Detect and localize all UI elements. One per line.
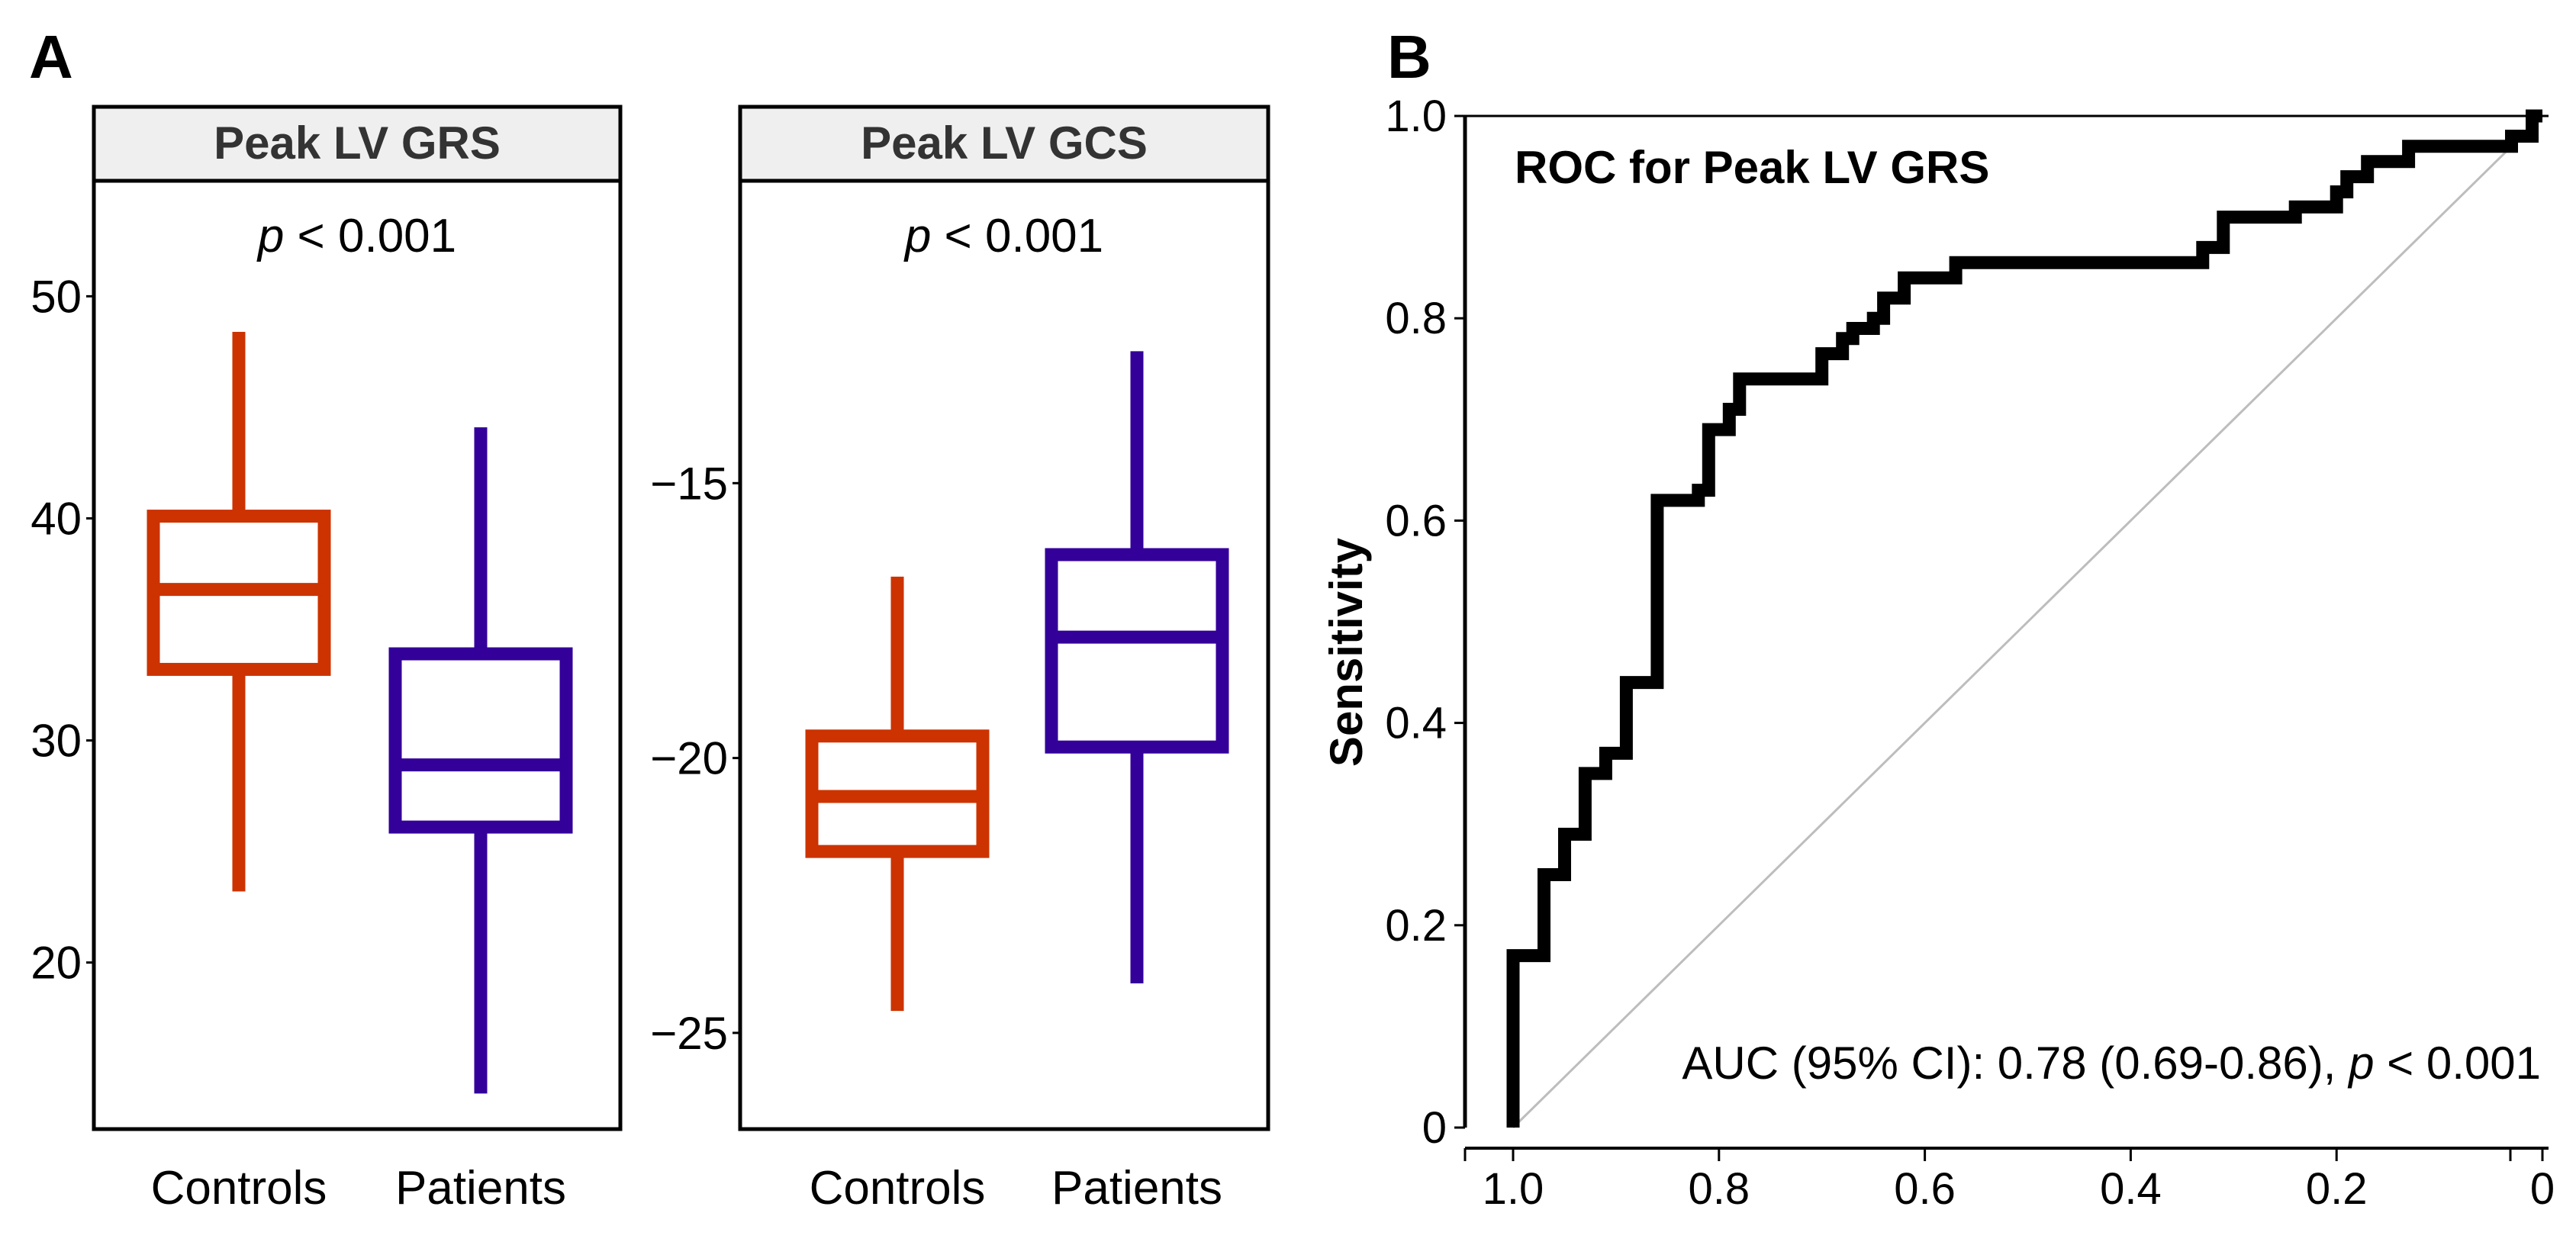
roc-auc-annotation: AUC (95% CI): 0.78 (0.69-0.86), p < 0.00… (1682, 1038, 2541, 1089)
grs-title: Peak LV GRS (214, 117, 501, 169)
gcs-boxes (805, 351, 1229, 1012)
gcs-boxplot: Peak LV GCS p < 0.001 −25 −20 −15 Controls… (650, 105, 1270, 1215)
roc-xtick-label: 0.8 (1688, 1164, 1750, 1214)
gcs-xtick-patients: Patients (1051, 1162, 1222, 1215)
roc-xtick-label: 0.4 (2100, 1164, 2162, 1214)
grs-ytick-label: 30 (31, 716, 82, 767)
grs-boxes (147, 331, 573, 1094)
roc-reference-line (1512, 114, 2544, 1129)
roc-axes: 0 0.2 0.4 0.6 0.8 1.0 1.0 0.8 0.6 0.4 0.2 0 (1385, 92, 2555, 1214)
grs-xtick-patients: Patients (395, 1162, 566, 1215)
gcs-p-annotation: p < 0.001 (903, 210, 1103, 262)
roc-title: ROC for Peak LV GRS (1515, 142, 1989, 193)
gcs-ytick-label: −15 (650, 458, 728, 509)
grs-patients-box (388, 647, 573, 834)
grs-title-strip (92, 105, 623, 183)
roc-xtick-label: 0 (2530, 1164, 2555, 1214)
gcs-patients-box (1045, 548, 1229, 754)
panel-label-a: A (29, 23, 73, 91)
grs-p-annotation: p < 0.001 (256, 210, 456, 262)
grs-plot-frame (92, 179, 623, 1131)
gcs-y-axis: −25 −20 −15 (650, 458, 740, 1059)
roc-curve (1506, 109, 2542, 1128)
roc-ytick-label: 0 (1422, 1103, 1447, 1153)
grs-xtick-controls: Controls (151, 1162, 327, 1215)
roc-ytick-label: 0.8 (1385, 294, 1447, 343)
roc-xtick-label: 1.0 (1483, 1164, 1544, 1214)
gcs-plot-frame (738, 179, 1270, 1131)
roc-y-label: Sensitivity (1321, 537, 1372, 767)
roc-ytick-label: 1.0 (1385, 92, 1447, 141)
grs-ytick-label: 40 (31, 493, 82, 544)
roc-ytick-label: 0.4 (1385, 699, 1447, 748)
gcs-ytick-label: −25 (650, 1008, 728, 1059)
grs-ytick-label: 50 (31, 271, 82, 322)
grs-y-axis: 20 30 40 50 (31, 271, 94, 989)
panel-label-b: B (1387, 23, 1431, 91)
roc-xtick-label: 0.6 (1894, 1164, 1956, 1214)
roc-ytick-label: 0.2 (1385, 901, 1447, 951)
gcs-ytick-label: −20 (650, 733, 728, 784)
gcs-title: Peak LV GCS (861, 117, 1148, 169)
gcs-xtick-controls: Controls (810, 1162, 986, 1215)
grs-ytick-label: 20 (31, 938, 82, 989)
roc-xtick-label: 0.2 (2306, 1164, 2368, 1214)
roc-ytick-label: 0.6 (1385, 496, 1447, 545)
roc-chart: 0 0.2 0.4 0.6 0.8 1.0 1.0 0.8 0.6 0.4 0.2 0 ROC for… (1321, 92, 2555, 1214)
